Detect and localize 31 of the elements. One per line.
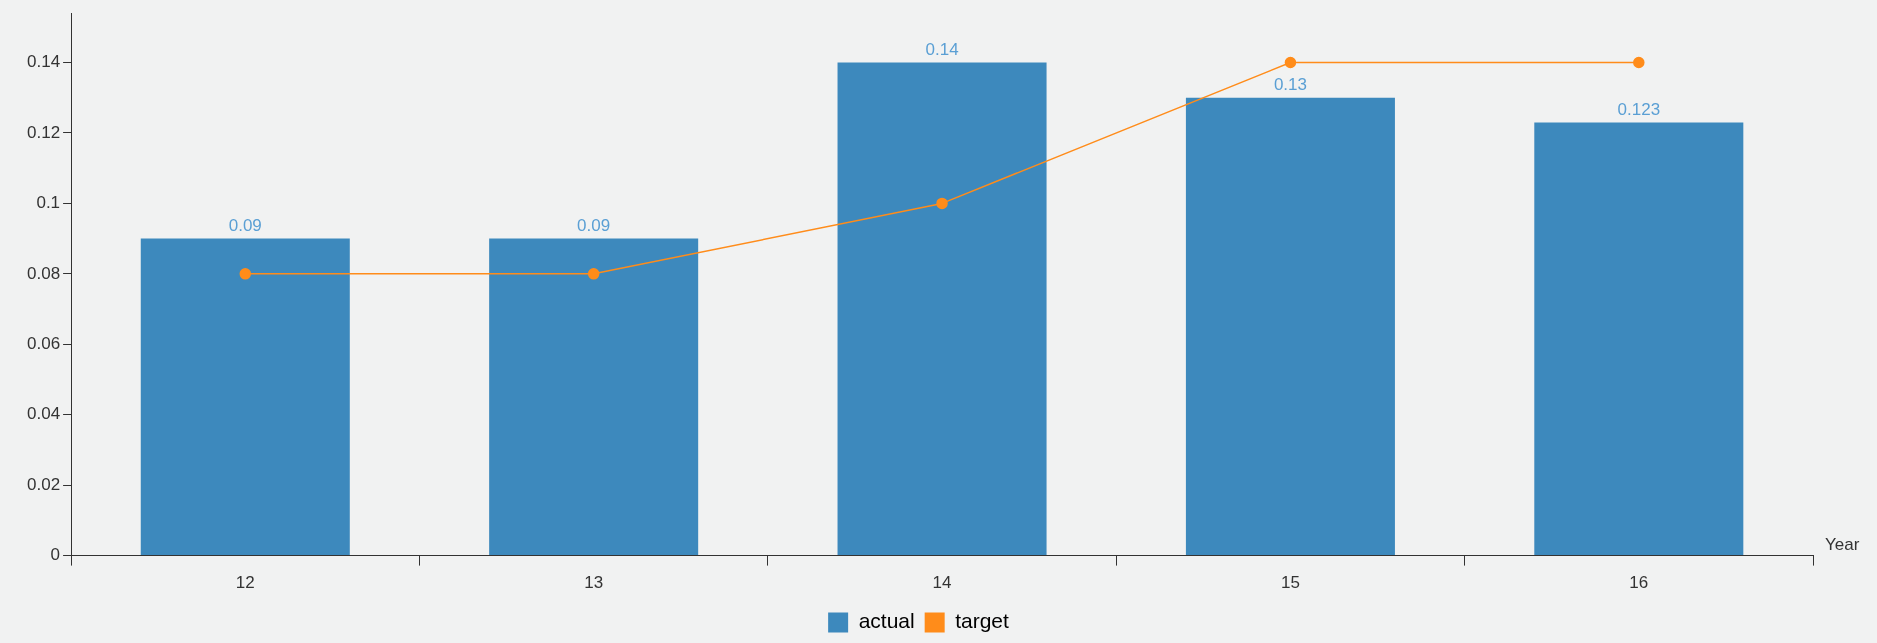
data-label: 0.14 bbox=[925, 39, 959, 59]
bar bbox=[1185, 97, 1395, 556]
bar bbox=[1534, 122, 1744, 556]
point bbox=[1633, 56, 1645, 69]
bar bbox=[489, 238, 699, 556]
y-tick-label: 0.12 bbox=[26, 122, 61, 142]
x-tick-label: 15 bbox=[1280, 573, 1300, 593]
y-tick-label: 0.14 bbox=[26, 52, 61, 72]
y-tick-label: 0 bbox=[50, 545, 61, 565]
y-tick-label: 0.08 bbox=[26, 263, 61, 283]
data-label: 0.123 bbox=[1617, 99, 1661, 119]
legend-label: actual bbox=[858, 609, 915, 633]
data-label: 0.09 bbox=[577, 215, 611, 235]
point bbox=[587, 268, 600, 280]
x-tick-label: 13 bbox=[584, 573, 604, 593]
y-tick-label: 0.02 bbox=[26, 474, 61, 494]
y-tick-label: 0.04 bbox=[26, 404, 61, 424]
x-axis-title: Year bbox=[1825, 534, 1860, 554]
y-tick-label: 0.06 bbox=[26, 333, 61, 353]
point bbox=[239, 268, 252, 280]
data-label: 0.13 bbox=[1273, 74, 1307, 94]
bar bbox=[140, 238, 350, 556]
bar bbox=[837, 62, 1047, 556]
y-tick-label: 0.1 bbox=[36, 193, 61, 213]
point bbox=[936, 197, 948, 210]
x-tick-label: 12 bbox=[235, 573, 255, 593]
data-label: 0.09 bbox=[228, 215, 262, 235]
x-tick-label: 14 bbox=[932, 573, 952, 593]
x-tick-label: 16 bbox=[1629, 573, 1649, 593]
point bbox=[1284, 56, 1297, 69]
legend-label: target bbox=[955, 609, 1010, 633]
